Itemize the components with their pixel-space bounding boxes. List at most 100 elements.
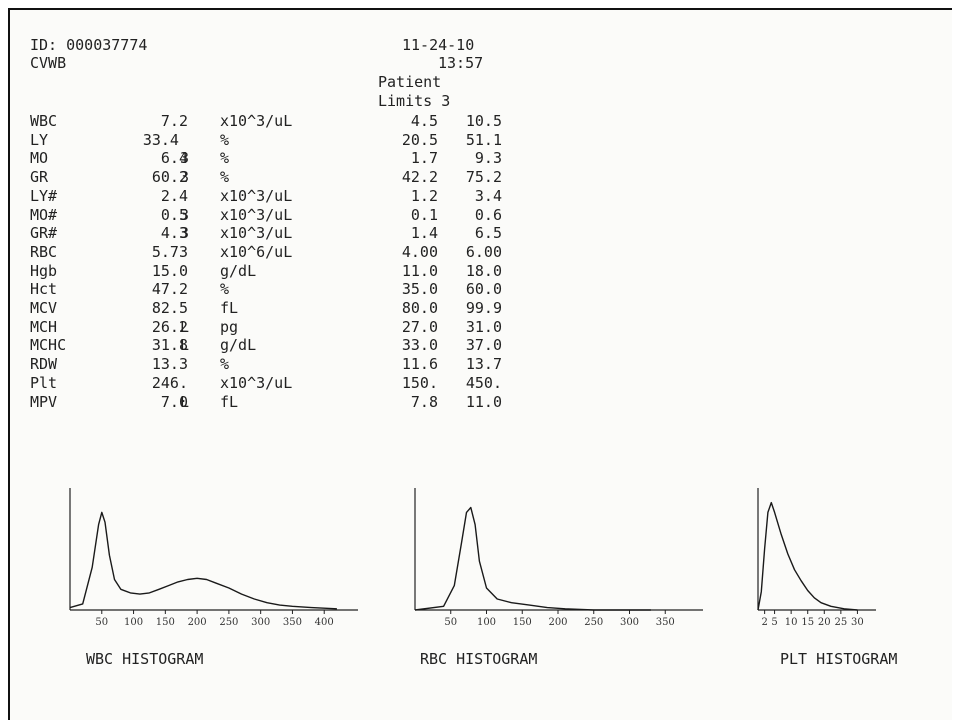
- result-value: 15.0: [151, 261, 188, 280]
- result-unit: x10^3/uL: [220, 112, 293, 130]
- result-high: 18.0: [465, 261, 502, 280]
- histogram-tick-label: 400: [315, 617, 334, 628]
- result-unit: x10^3/uL: [220, 186, 293, 205]
- result-row-mo: MO 6.4 3% 1.7 9.3: [30, 149, 510, 168]
- histogram-tick-label: 50: [95, 617, 108, 628]
- patient-id: ID: 000037774: [30, 36, 148, 54]
- result-unit: x10^3/uL: [220, 205, 293, 224]
- result-unit: %: [220, 130, 230, 149]
- result-low: 80.0: [401, 299, 438, 317]
- result-row-plt: Plt 246. x10^3/uL 150. 450.: [30, 374, 510, 393]
- result-name: Hgb: [30, 261, 58, 280]
- result-unit: %: [220, 355, 230, 374]
- result-name: RBC: [30, 242, 58, 261]
- result-low: 1.7: [410, 149, 438, 168]
- result-value: 6.4: [160, 149, 188, 168]
- result-high: 31.0: [465, 317, 502, 336]
- result-low: 35.0: [401, 280, 438, 299]
- histogram-tick-label: 250: [219, 617, 238, 628]
- result-row-ly: LY 33.4 % 20.5 51.1: [30, 131, 510, 150]
- result-low: 150.: [401, 373, 438, 392]
- result-name: MCHC: [30, 336, 67, 355]
- histogram-tick-label: 250: [584, 617, 603, 628]
- result-low: 4.5: [410, 112, 438, 130]
- result-unit: fL: [220, 299, 239, 317]
- histogram-tick-label: 2: [761, 617, 767, 628]
- histogram-tick-label: 200: [188, 617, 207, 628]
- result-high: 9.3: [474, 149, 502, 168]
- result-high: 13.7: [465, 355, 502, 374]
- patient-label: Patient: [378, 73, 442, 91]
- result-row-mcv: MCV 82.5 fL 80.0 99.9: [30, 299, 510, 318]
- result-value: 33.4: [142, 130, 188, 149]
- result-value: 4.3: [160, 224, 188, 243]
- result-high: 11.0: [465, 392, 502, 411]
- result-high: 10.5: [465, 112, 502, 130]
- result-flag: L: [180, 336, 190, 355]
- histogram-tick-label: 25: [834, 617, 847, 628]
- result-unit: %: [220, 149, 230, 168]
- result-low: 7.8: [410, 392, 438, 411]
- result-name: GR#: [30, 224, 58, 243]
- result-name: GR: [30, 168, 49, 187]
- result-row-hgb: Hgb 15.0 g/dL 11.0 18.0: [30, 262, 510, 281]
- report-page: ID: 000037774 CVWB 11-24-10 13:57 Patien…: [8, 8, 952, 720]
- result-name: MCH: [30, 317, 58, 336]
- result-low: 1.4: [410, 224, 438, 243]
- result-name: Hct: [30, 280, 58, 299]
- histogram-tick-label: 350: [283, 617, 302, 628]
- result-high: 3.4: [474, 186, 502, 205]
- rbc-histogram-chart: 50 100 150 200 250 300 350: [414, 488, 703, 628]
- result-row-gr: GR 60.2 3% 42.2 75.2: [30, 168, 510, 187]
- result-flag: 3: [180, 149, 190, 168]
- result-low: 0.1: [410, 205, 438, 224]
- histogram-curve: [757, 501, 858, 611]
- histogram-tick-label: 150: [513, 617, 532, 628]
- histogram-tick-label: 200: [548, 617, 567, 628]
- result-high: 6.00: [465, 242, 502, 261]
- result-value: 13.3: [151, 355, 188, 374]
- result-low: 11.0: [401, 261, 438, 280]
- result-value: 47.2: [151, 280, 188, 299]
- result-unit: g/dL: [220, 336, 257, 355]
- plt-histogram-title: PLT HISTOGRAM: [780, 650, 898, 668]
- result-flag: L: [180, 317, 190, 336]
- result-name: MPV: [30, 392, 58, 411]
- histogram-tick-label: 100: [477, 617, 496, 628]
- result-row-gr-count: GR# 4.3 3 x10^3/uL 1.4 6.5: [30, 224, 510, 243]
- result-unit: x10^6/uL: [220, 242, 293, 261]
- result-unit: g/dL: [220, 261, 257, 280]
- result-name: LY: [30, 130, 49, 149]
- result-value: 31.8: [151, 336, 188, 355]
- result-flag: L: [180, 392, 190, 411]
- result-flag: 3: [180, 224, 190, 243]
- report-date: 11-24-10: [402, 36, 475, 54]
- result-high: 75.2: [465, 168, 502, 187]
- wbc-histogram-chart: 50 100 150 200 250 300 350 400: [69, 488, 358, 628]
- limits-label: Limits 3: [378, 92, 451, 110]
- result-value: 60.2: [151, 168, 188, 187]
- result-high: 6.5: [474, 224, 502, 243]
- result-high: 51.1: [465, 130, 502, 149]
- result-low: 27.0: [401, 317, 438, 336]
- result-row-wbc: WBC 7.2 x10^3/uL 4.5 10.5: [30, 112, 510, 131]
- result-row-rbc: RBC 5.73 x10^6/uL 4.00 6.00: [30, 243, 510, 262]
- result-high: 60.0: [465, 280, 502, 299]
- result-unit: fL: [220, 392, 239, 411]
- result-unit: %: [220, 168, 230, 187]
- result-low: 42.2: [401, 168, 438, 187]
- rbc-histogram-title: RBC HISTOGRAM: [420, 650, 538, 668]
- result-low: 20.5: [401, 130, 438, 149]
- result-high: 37.0: [465, 336, 502, 355]
- result-low: 11.6: [401, 355, 438, 374]
- result-low: 4.00: [401, 242, 438, 261]
- result-flag: 3: [180, 168, 190, 187]
- result-row-rdw: RDW 13.3% 11.6 13.7: [30, 355, 510, 374]
- histogram-tick-label: 10: [785, 617, 798, 628]
- report-time: 13:57: [438, 54, 484, 72]
- result-name: LY#: [30, 186, 58, 205]
- result-value: 7.0: [160, 392, 188, 411]
